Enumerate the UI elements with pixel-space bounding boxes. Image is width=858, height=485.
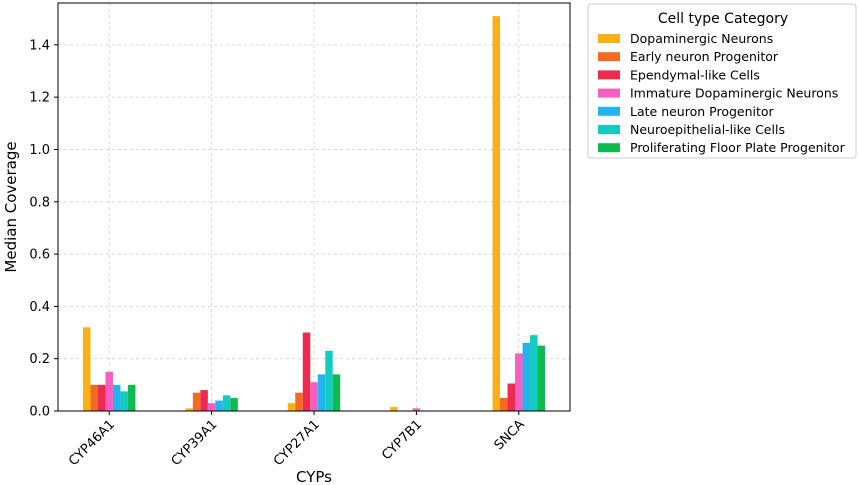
y-tick-label: 0.0 bbox=[29, 405, 50, 420]
bar bbox=[507, 383, 516, 411]
x-axis: CYP46A1 CYP39A1 CYP27A1 CYP7B1 SNCA bbox=[66, 411, 528, 469]
bar bbox=[325, 350, 333, 411]
legend-title: Cell type Category bbox=[658, 11, 788, 27]
bars bbox=[82, 16, 546, 411]
legend-label: Early neuron Progenitor bbox=[630, 49, 779, 64]
x-tick-label: CYP27A1 bbox=[271, 417, 323, 469]
legend-items: Dopaminergic Neurons Early neuron Progeni… bbox=[598, 31, 846, 155]
legend-label: Ependymal-like Cells bbox=[630, 67, 760, 82]
bar bbox=[390, 407, 398, 411]
bar bbox=[222, 395, 231, 411]
bar bbox=[230, 397, 238, 411]
bar bbox=[317, 374, 326, 411]
y-tick-label: 0.6 bbox=[29, 248, 50, 263]
bar bbox=[82, 327, 91, 411]
bar bbox=[310, 382, 318, 411]
y-axis: 0.0 0.2 0.4 0.6 0.8 1.0 1.2 1.4 bbox=[29, 38, 58, 420]
bar bbox=[112, 384, 121, 411]
y-tick-label: 1.0 bbox=[29, 143, 50, 158]
legend-swatch bbox=[598, 143, 620, 153]
x-tick-label: SNCA bbox=[492, 417, 528, 453]
x-tick-label: CYP7B1 bbox=[379, 417, 425, 463]
x-tick-label: CYP46A1 bbox=[66, 417, 118, 469]
legend-label: Immature Dopaminergic Neurons bbox=[630, 86, 838, 101]
y-tick-label: 0.4 bbox=[29, 300, 50, 315]
legend: Cell type Category Dopaminergic Neurons E… bbox=[587, 3, 857, 159]
legend-swatch bbox=[598, 34, 620, 43]
bar bbox=[522, 343, 531, 411]
bar bbox=[295, 392, 303, 411]
bar bbox=[412, 408, 421, 411]
legend-label: Neuroepithelial-like Cells bbox=[630, 122, 785, 137]
bar bbox=[127, 384, 136, 411]
x-tick-label: CYP39A1 bbox=[169, 417, 221, 469]
y-tick-label: 1.4 bbox=[29, 38, 50, 53]
legend-swatch bbox=[598, 70, 620, 80]
bar bbox=[120, 391, 128, 411]
legend-swatch bbox=[598, 52, 620, 62]
bar bbox=[515, 353, 523, 411]
y-axis-title: Median Coverage bbox=[2, 141, 20, 272]
y-tick-label: 0.8 bbox=[29, 195, 50, 210]
bar bbox=[90, 384, 98, 411]
bar bbox=[530, 335, 538, 411]
legend-swatch bbox=[598, 88, 620, 98]
bar bbox=[185, 408, 193, 411]
legend-label: Dopaminergic Neurons bbox=[630, 31, 773, 46]
grid bbox=[58, 3, 570, 412]
legend-label: Proliferating Floor Plate Progenitor bbox=[630, 140, 846, 155]
y-tick-label: 1.2 bbox=[29, 91, 50, 106]
legend-box bbox=[587, 3, 857, 159]
bar bbox=[105, 371, 113, 411]
bar bbox=[500, 397, 508, 411]
x-axis-title: CYPs bbox=[296, 468, 332, 485]
bar bbox=[200, 390, 208, 411]
legend-swatch bbox=[598, 106, 620, 116]
bar bbox=[302, 332, 311, 411]
bar bbox=[537, 345, 546, 411]
bar bbox=[192, 392, 201, 411]
bar bbox=[332, 374, 341, 411]
bar bbox=[207, 403, 216, 411]
y-tick-label: 0.2 bbox=[29, 352, 50, 367]
bar bbox=[215, 400, 223, 411]
bar bbox=[492, 16, 501, 411]
legend-swatch bbox=[598, 125, 620, 134]
bar bbox=[97, 384, 106, 411]
bar bbox=[287, 403, 296, 411]
legend-label: Late neuron Progenitor bbox=[630, 104, 775, 119]
